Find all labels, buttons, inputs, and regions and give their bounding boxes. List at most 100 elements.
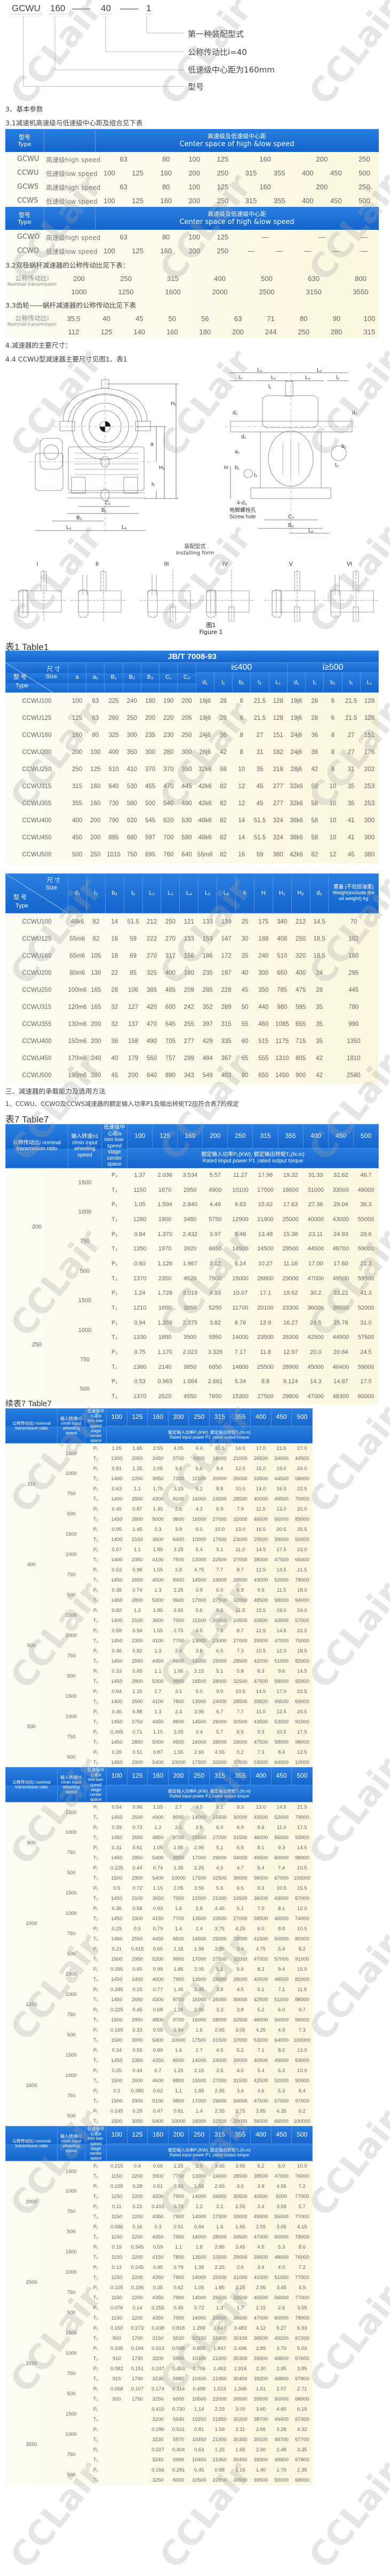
cell: 2350 xyxy=(131,2057,143,2064)
cell: 1670 xyxy=(158,1186,172,1193)
row-value: 450 xyxy=(330,197,342,205)
cell: 2.65 xyxy=(214,2183,225,2189)
cell: 188 xyxy=(258,935,269,942)
cell: 0.93 xyxy=(153,1905,163,1912)
cell: 58000 xyxy=(295,1475,309,1482)
center-distance-header: 250 xyxy=(188,2125,210,2145)
cell: 200 xyxy=(145,715,156,721)
cell: 24j6 xyxy=(199,732,211,739)
cell: 5.6 xyxy=(195,1607,203,1614)
cell: 13.0 xyxy=(276,1506,286,1512)
cell: 5700 xyxy=(173,1455,185,1462)
cell: 151 xyxy=(364,732,375,739)
cell: 1.6 xyxy=(174,2047,182,2053)
cell: 45500 xyxy=(253,2294,268,2301)
cell: 79000 xyxy=(295,1814,309,1820)
type-cell: CCWU500 xyxy=(22,1072,52,1079)
cell: 2100 xyxy=(131,1895,143,1901)
dim-C2: C₂ xyxy=(288,514,294,520)
cell: 39300 xyxy=(253,2457,268,2463)
cell: 75000 xyxy=(295,1638,309,1644)
table-row: 750 P₁ 0.365 0.71 1.15 2.05 3.4 5.7 6.5 9.3 10.5 17… xyxy=(5,1727,313,1740)
cell: 3.4 xyxy=(236,1946,244,1952)
cell: 2.3 xyxy=(154,1526,162,1532)
column-header: t₂ xyxy=(123,873,143,913)
cell: 2.023 xyxy=(182,1349,197,1356)
cell: 23500 xyxy=(212,1915,227,1922)
cell: 335 xyxy=(221,1038,232,1045)
installing-form-caption: 装配型式 Installing form xyxy=(0,544,390,557)
cell: 34000 xyxy=(233,1855,248,1861)
cell: 1.35 xyxy=(194,2264,204,2270)
cell: 3650 xyxy=(152,1895,164,1901)
cell: 1450 xyxy=(111,1638,123,1644)
cell: 11.16 xyxy=(283,1260,298,1267)
cell: 30200 xyxy=(233,2416,248,2422)
cell: 3.9 xyxy=(257,2183,265,2189)
cell: 121 xyxy=(184,918,194,925)
cell: 8600 xyxy=(173,1719,185,1725)
cell: 27 xyxy=(347,749,355,756)
cell: 8.3 xyxy=(257,1668,265,1674)
ratio-value: 56 xyxy=(201,315,209,323)
ratio-table-double-worm: 公称传动比i Nominal transmission 200 250 315 400 50… xyxy=(5,271,379,298)
cell: 15000 xyxy=(192,1996,206,2003)
cell: 1890 xyxy=(158,1334,172,1341)
cell: 2520 xyxy=(158,1393,172,1400)
column-header: l₁ xyxy=(213,672,233,693)
cell: 23.11 xyxy=(308,1231,323,1238)
cell: 30500 xyxy=(233,2477,248,2483)
figure-caption-en: Figure 1 xyxy=(199,629,223,636)
cell: 325 xyxy=(146,969,157,976)
cell: 315 xyxy=(221,1021,232,1028)
ratio-value: 160 xyxy=(166,328,178,336)
column-header: t₁ xyxy=(250,672,269,693)
cell: 14000 xyxy=(192,2315,206,2321)
speed-cell: 1000 xyxy=(65,2188,77,2195)
table-row: 750 P₁ 0.63 1.1 1.75 3.15 5.2 8.8 10.0 14.0 16.5 22… xyxy=(5,1483,313,1497)
cell: 9.1 xyxy=(216,1546,224,1553)
column-header: h xyxy=(235,873,254,913)
cell: 2250 xyxy=(131,1475,143,1482)
cell: 355 xyxy=(72,800,83,807)
cell: 0.79 xyxy=(173,2264,184,2270)
cell: 35 xyxy=(256,766,264,773)
cell: 2650 xyxy=(131,1996,143,2003)
cell: 17000 xyxy=(192,1855,206,1861)
cell: 3.45 xyxy=(276,2284,286,2291)
cell: 270 xyxy=(165,935,176,942)
cell: 212 xyxy=(296,918,306,925)
cell: 67600 xyxy=(295,2355,309,2362)
cell: 13000 xyxy=(192,1698,206,1705)
cell: 53000 xyxy=(253,1759,268,1766)
cell: 2500 xyxy=(131,1496,143,1502)
cell: 170m6 xyxy=(68,1055,87,1062)
power-label: P₁ xyxy=(93,2446,99,2453)
row-value: 63 xyxy=(120,183,128,191)
cell: 70 xyxy=(350,918,357,925)
cell: 1.170 xyxy=(157,1349,172,1356)
cell: 14000 xyxy=(192,1658,206,1664)
cell: 2.647 xyxy=(213,2325,226,2331)
cell: 0.84 xyxy=(194,2224,204,2230)
cell: 0.076 xyxy=(110,2305,123,2311)
installing-form-en: Installing form xyxy=(176,550,214,556)
cell: 2.25 xyxy=(235,2284,245,2291)
row-value: 160 xyxy=(259,155,271,163)
row-value: 200 xyxy=(188,247,201,255)
cell: 317 xyxy=(165,952,176,959)
cell: 0.99 xyxy=(153,1966,163,1972)
ratio-value: 3550 xyxy=(353,288,369,296)
cell: 9700 xyxy=(173,2017,185,2023)
cell: 597 xyxy=(145,834,156,841)
power-label: P₁ xyxy=(111,1319,118,1326)
cell: 39000 xyxy=(274,1536,289,1543)
center-distance-header: 450 xyxy=(270,2125,292,2145)
cell: 2350 xyxy=(131,1556,143,1563)
power-label: P₁ xyxy=(111,1378,118,1385)
cell: 24500 xyxy=(212,2057,227,2064)
row-value: 80 xyxy=(162,155,170,163)
cell: 8.2 xyxy=(257,1966,265,1972)
cell: 3.82 xyxy=(209,1319,221,1326)
cell: 55 xyxy=(241,1021,249,1028)
